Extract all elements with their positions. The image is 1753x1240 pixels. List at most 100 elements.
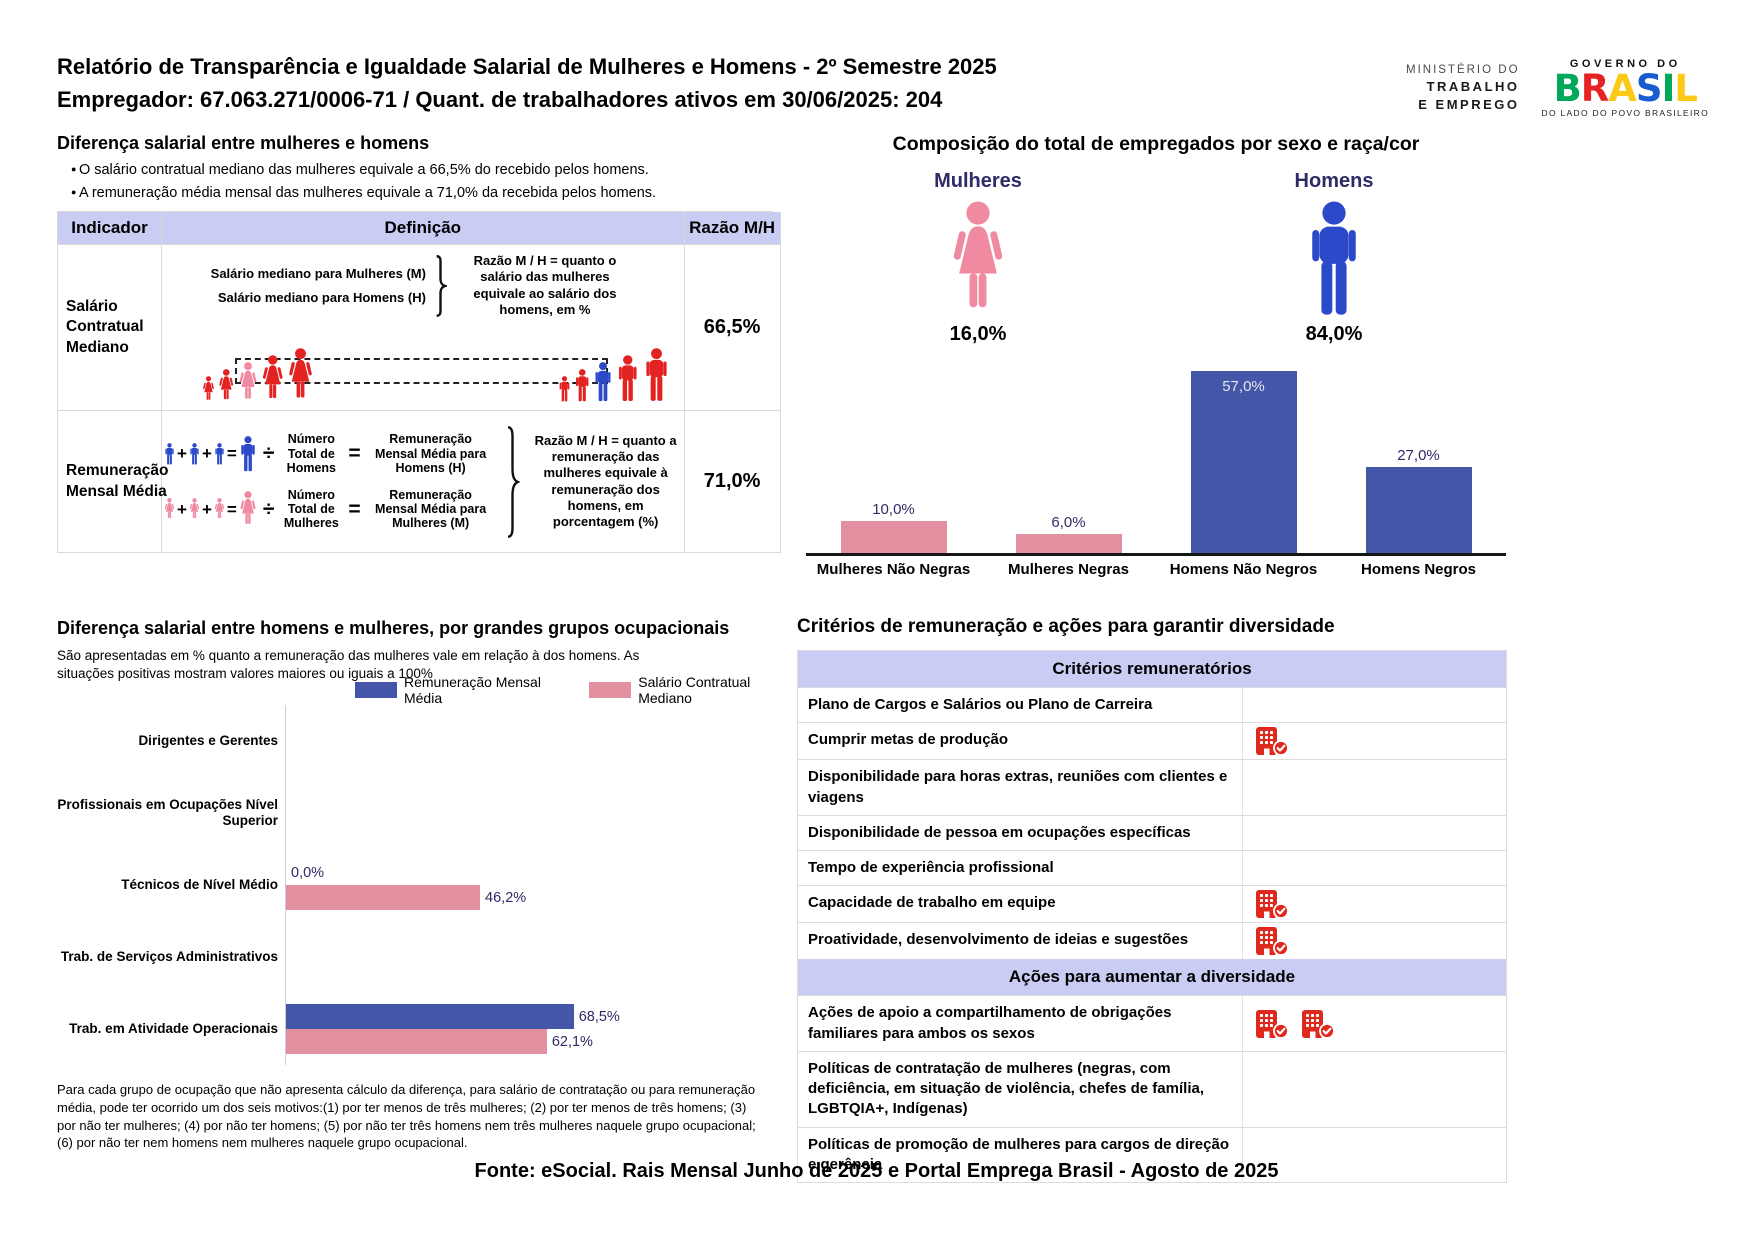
bar: 57,0%: [1190, 370, 1297, 553]
column-header-definicao: Definição: [162, 212, 685, 245]
women-average-formula: + + = ÷ Número Total de Mulheres = Remuner…: [164, 488, 495, 531]
series-slot: [286, 932, 793, 957]
occupational-row: Trab. de Serviços Administrativos: [57, 921, 793, 994]
category-label: Profissionais em Ocupações Nível Superio…: [57, 797, 278, 829]
category-label: Dirigentes e Gerentes: [138, 733, 278, 749]
median-men-line: Salário mediano para Homens (H): [217, 290, 426, 305]
bars-area: 68,5% 62,1%: [285, 993, 793, 1066]
woman-figure-icon: [202, 376, 215, 402]
bar: [1015, 533, 1122, 553]
woman-figure-icon: [189, 498, 200, 520]
woman-figure-icon: [287, 348, 314, 402]
woman-figure-icon: [164, 498, 175, 520]
category-label: Homens Negros: [1360, 561, 1477, 578]
median-illustration: [162, 322, 684, 404]
plus-equals-operator: =: [226, 444, 237, 464]
criteria-label: Plano de Cargos e Salários ou Plano de C…: [808, 696, 1153, 713]
pay-gap-bullet-1: O salário contratual mediano das mulhere…: [71, 162, 773, 178]
women-result-text: Remuneração Mensal Média para Mulheres (…: [375, 487, 487, 531]
composition-categories: Mulheres Não Negras Mulheres Negras Homens…: [806, 561, 1506, 578]
report-title-line1: Relatório de Transparência e Igualdade S…: [57, 54, 997, 79]
pay-gap-bullets: O salário contratual mediano das mulhere…: [71, 162, 773, 201]
ratio-note-row2: Razão M / H = quanto a remuneração das m…: [534, 432, 677, 529]
woman-figure-icon: [238, 362, 258, 402]
report-header: Relatório de Transparência e Igualdade S…: [57, 50, 997, 116]
bar-value-label: 46,2%: [485, 889, 527, 906]
median-connector-box: [235, 358, 608, 384]
women-formula-figures: + + =: [164, 491, 257, 527]
indicator-salario-contratual-mediano: Salário Contratual Mediano: [58, 245, 162, 411]
man-figure-icon: [616, 355, 640, 402]
men-average-formula: + + = ÷ Número Total de Homens = Remuneraç…: [164, 432, 495, 475]
pay-gap-bullet-2: A remuneração média mensal das mulheres …: [71, 185, 773, 201]
man-figure-icon: [189, 443, 200, 465]
man-figure-icon: [1305, 201, 1363, 317]
men-divisor-text: Número Total de Homens: [286, 432, 336, 476]
definition-salario-mediano: Salário mediano para Mulheres (M) Salári…: [162, 245, 685, 411]
bars-area: [285, 921, 793, 994]
gov-logo-top-text: GOVERNO DO: [1569, 58, 1681, 70]
series-slot: [286, 741, 793, 766]
composition-totals: Mulheres 16,0% Homens 84,0%: [800, 170, 1512, 346]
formulas: + + = ÷ Número Total de Homens = Remuneraç…: [164, 432, 495, 530]
building-check-icon: [1255, 889, 1289, 919]
criteria-label: Disponibilidade de pessoa em ocupações e…: [808, 823, 1191, 841]
bar: [1365, 466, 1472, 553]
criteria-label: Disponibilidade para horas extras, reuni…: [808, 768, 1228, 806]
ministry-logo: MINISTÉRIO DO TRABALHO E EMPREGO: [1406, 63, 1520, 114]
series-slot: 68,5%: [286, 1004, 793, 1030]
criteria-icons-cell: [1242, 886, 1506, 923]
legend-item: Salário Contratual Mediano: [589, 674, 793, 706]
source-footer: Fonte: eSocial. Rais Mensal Junho de 202…: [474, 1160, 1279, 1182]
plus-equals-operator: +: [201, 444, 212, 464]
bar: [286, 885, 481, 911]
ratio-note-row1: Razão M / H = quanto o salário das mulhe…: [473, 253, 617, 317]
building-check-icon: [1301, 1009, 1335, 1039]
woman-figure-icon: [949, 201, 1007, 317]
criteria-label: Ações de apoio a compartilhamento de obr…: [808, 1004, 1172, 1042]
criteria-title: Critérios de remuneração e ações para ga…: [797, 616, 1335, 637]
bar: [286, 1029, 547, 1055]
average-pay-definition: + + = ÷ Número Total de Homens = Remuneraç…: [162, 415, 684, 548]
indicator-remuneracao-mensal-media: Remuneração Mensal Média: [58, 411, 169, 553]
occupational-subtitle: São apresentadas em % quanto a remuneraç…: [57, 648, 640, 682]
bar: [286, 1004, 574, 1030]
criteria-row: Disponibilidade para horas extras, reuni…: [798, 759, 1506, 815]
definition-remuneracao-media: + + = ÷ Número Total de Homens = Remuneraç…: [162, 411, 685, 553]
occupational-footnote: Para cada grupo de ocupação que não apre…: [57, 1082, 756, 1151]
ratio-value-average: 71,0%: [684, 411, 781, 553]
brasil-letter: L: [1674, 67, 1698, 110]
brasil-letter: A: [1608, 67, 1637, 110]
occupational-row: Trab. em Atividade Operacionais 68,5% 62,1…: [57, 993, 793, 1066]
ministry-logo-line2: TRABALHO: [1426, 79, 1520, 95]
criteria-table: Critérios remuneratórios Plano de Cargos …: [797, 650, 1507, 1183]
ministry-logo-line1: MINISTÉRIO DO: [1405, 63, 1520, 76]
bar-value-label: 57,0%: [1222, 377, 1265, 395]
series-slot: [286, 716, 793, 741]
brasil-wordmark: BRASIL: [1542, 70, 1709, 107]
curly-brace-icon: [506, 425, 519, 538]
man-figure-icon: [164, 443, 175, 465]
criteria-icons-cell: [1242, 923, 1506, 960]
criteria-section-header: Critérios remuneratórios: [798, 651, 1506, 687]
equals-operator: =: [348, 442, 361, 466]
men-result-text: Remuneração Mensal Média para Homens (H): [375, 432, 487, 476]
bar-value-label: 10,0%: [872, 501, 915, 518]
criteria-icons-cell: [1242, 815, 1506, 850]
report-title-line2: Empregador: 67.063.271/0006-71 / Quant. …: [57, 87, 943, 112]
occupational-row: Técnicos de Nível Médio 0,0% 46,2%: [57, 849, 793, 922]
bar-value-label: 68,5%: [578, 1008, 620, 1025]
occupational-title: Diferença salarial entre homens e mulher…: [57, 618, 730, 638]
men-formula-figures: + + =: [164, 436, 257, 472]
criteria-row: Políticas de contratação de mulheres (ne…: [798, 1050, 1506, 1127]
curly-brace-icon: [435, 254, 446, 317]
criteria-icons-cell: [1242, 688, 1506, 723]
men-group-label: Homens: [1294, 170, 1374, 192]
bars-area: [285, 705, 793, 778]
woman-figure-icon: [261, 355, 285, 402]
occupational-row: Dirigentes e Gerentes: [57, 705, 793, 778]
category-label: Mulheres Não Negras: [816, 561, 971, 578]
criteria-row: Plano de Cargos e Salários ou Plano de C…: [798, 687, 1506, 723]
criteria-icons-cell: [1242, 723, 1506, 760]
